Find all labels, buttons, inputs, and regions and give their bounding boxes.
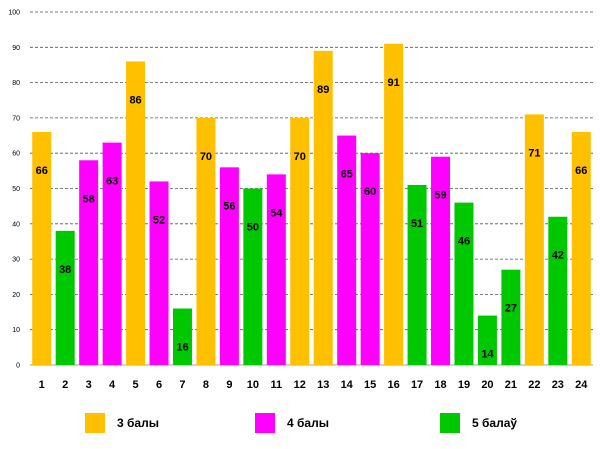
data-label: 16 [176, 342, 188, 354]
bar [243, 188, 263, 365]
x-tick-label: 23 [552, 379, 564, 391]
x-tick-label: 15 [364, 379, 376, 391]
x-tick-label: 5 [133, 379, 139, 391]
x-tick-label: 11 [270, 379, 282, 391]
y-tick-label: 20 [12, 292, 20, 299]
data-label: 56 [223, 200, 235, 212]
y-tick-label: 60 [12, 151, 20, 158]
x-tick-label: 6 [156, 379, 162, 391]
data-label: 52 [153, 214, 165, 226]
data-label: 65 [341, 169, 353, 181]
bar [126, 61, 146, 366]
data-label: 38 [59, 264, 71, 276]
x-tick-label: 24 [575, 379, 588, 391]
data-label: 91 [387, 77, 399, 89]
x-tick-label: 10 [247, 379, 259, 391]
bar [219, 167, 239, 365]
bar [172, 308, 192, 365]
bar [337, 135, 357, 365]
x-tick-label: 18 [434, 379, 446, 391]
data-label: 66 [36, 165, 48, 177]
bar [524, 114, 544, 366]
bar [32, 132, 52, 365]
x-tick-label: 19 [458, 379, 470, 391]
data-label: 60 [364, 186, 376, 198]
data-label: 54 [270, 207, 283, 219]
x-tick-label: 2 [62, 379, 68, 391]
bar [384, 43, 404, 366]
bar [548, 216, 568, 365]
data-label: 59 [434, 190, 446, 202]
x-tick-label: 3 [86, 379, 92, 391]
data-label: 66 [575, 165, 587, 177]
bar [360, 153, 380, 365]
x-tick-label: 7 [179, 379, 185, 391]
bar [477, 315, 497, 365]
bar [501, 269, 521, 365]
x-tick-label: 13 [317, 379, 329, 391]
data-label: 70 [200, 151, 212, 163]
data-label: 42 [552, 250, 564, 262]
bar [55, 230, 75, 365]
bar [571, 132, 591, 365]
bar [266, 174, 286, 365]
x-tick-label: 20 [481, 379, 493, 391]
bar [313, 50, 333, 366]
y-tick-label: 100 [8, 10, 20, 17]
bar [196, 117, 216, 366]
x-tick-label: 1 [39, 379, 45, 391]
y-tick-label: 50 [12, 186, 20, 193]
y-tick-label: 70 [12, 115, 20, 122]
x-tick-label: 9 [226, 379, 232, 391]
x-tick-label: 16 [387, 379, 399, 391]
data-label: 58 [83, 193, 95, 205]
data-label: 27 [505, 303, 517, 315]
x-tick-label: 12 [294, 379, 306, 391]
data-labels: 66 38 58 63 86 52 16 70 56 50 54 70 89 65 60 91 51 59 46 14… [36, 77, 588, 361]
data-label: 51 [411, 218, 423, 230]
x-tick-label: 17 [411, 379, 423, 391]
y-tick-label: 30 [12, 257, 20, 264]
y-axis-tick-labels: 0 10 20 30 40 50 60 70 80 90 100 [8, 10, 20, 370]
data-label: 86 [129, 94, 141, 106]
data-label: 14 [481, 349, 494, 361]
bar [102, 142, 122, 365]
y-tick-label: 80 [12, 80, 20, 87]
y-tick-label: 90 [12, 45, 20, 52]
bar [290, 117, 310, 366]
bars [32, 43, 591, 366]
x-tick-label: 22 [528, 379, 540, 391]
y-tick-label: 0 [16, 363, 20, 370]
bar [407, 184, 427, 365]
y-tick-label: 10 [12, 327, 20, 334]
data-label: 70 [294, 151, 306, 163]
x-tick-label: 4 [109, 379, 116, 391]
data-label: 46 [458, 236, 470, 248]
x-tick-label: 14 [341, 379, 354, 391]
bar [79, 160, 99, 365]
bar [454, 202, 474, 365]
data-label: 89 [317, 84, 329, 96]
data-label: 71 [528, 147, 540, 159]
data-label: 50 [247, 222, 259, 234]
grid-lines [30, 11, 593, 366]
x-tick-label: 21 [505, 379, 517, 391]
y-tick-label: 40 [12, 221, 20, 228]
x-tick-label: 8 [203, 379, 209, 391]
bar [431, 156, 451, 365]
bar [149, 181, 169, 365]
x-axis-tick-labels: 1 2 3 4 5 6 7 8 9 10 11 12 13 14 15 16 17 18 19 20 21 22 23 24 [39, 379, 589, 391]
data-label: 63 [106, 176, 118, 188]
